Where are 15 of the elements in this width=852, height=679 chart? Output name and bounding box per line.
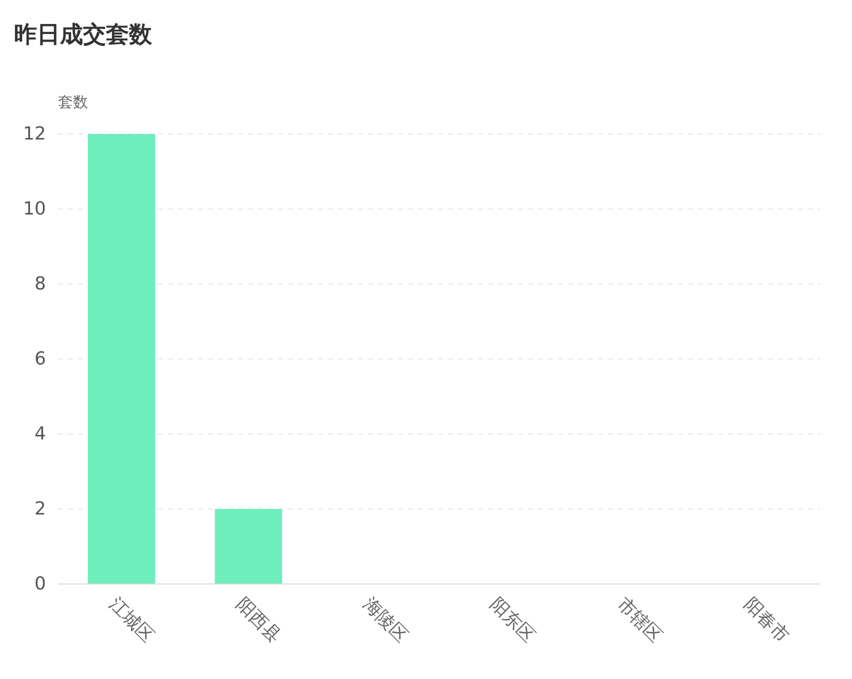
- x-tick-label: 阳东区: [486, 594, 539, 647]
- y-axis-title: 套数: [58, 93, 88, 111]
- x-tick-label: 海陵区: [358, 594, 412, 647]
- x-tick-label: 江城区: [104, 594, 158, 647]
- y-tick-label: 0: [34, 574, 46, 594]
- y-tick-label: 10: [23, 198, 46, 220]
- y-tick-label: 8: [34, 274, 46, 294]
- y-tick-label: 4: [34, 424, 46, 444]
- x-tick-label: 阳春市: [740, 594, 793, 647]
- y-tick-label: 2: [34, 498, 46, 520]
- y-tick-label: 6: [34, 348, 46, 370]
- x-tick-label: 市辖区: [612, 594, 666, 647]
- y-tick-label: 12: [23, 124, 46, 144]
- chart-title: 昨日成交套数: [14, 21, 153, 48]
- x-tick-label: 阳西县: [232, 594, 285, 647]
